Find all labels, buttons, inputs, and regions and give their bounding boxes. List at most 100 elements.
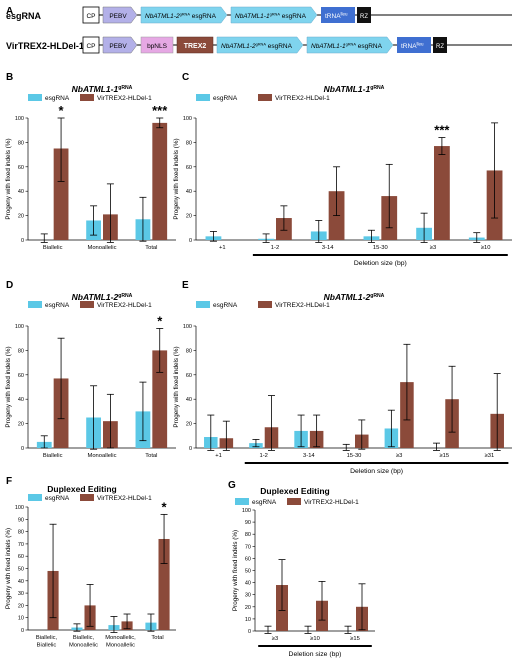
- legend: esgRNA VirTREX2-HLDel-1: [196, 301, 330, 309]
- x-tick-label: +1: [219, 245, 226, 251]
- legend: esgRNA VirTREX2-HLDel-1: [28, 94, 152, 102]
- x-tick-label: 1-2: [271, 245, 279, 251]
- y-tick-label: 20: [18, 422, 24, 428]
- legend-label-virtrex2: VirTREX2-HLDel-1: [304, 499, 359, 506]
- y-tick-label: 40: [18, 189, 24, 195]
- chart-title: NbATML1-1gRNA: [324, 84, 385, 94]
- y-tick-label: 30: [245, 593, 251, 599]
- y-tick-label: 100: [15, 505, 24, 511]
- legend-swatch-esgrna: [196, 94, 210, 101]
- legend-label-esgrna: esgRNA: [252, 499, 277, 506]
- x-tick-label: ≥31: [485, 453, 495, 459]
- panel-label: D: [6, 280, 13, 291]
- y-tick-label: 0: [248, 629, 251, 635]
- text-italic-part: NbATML1-1: [235, 13, 270, 20]
- legend-swatch-virtrex2: [258, 94, 272, 101]
- x-tick-label: ≥10: [481, 245, 491, 251]
- legend-label-virtrex2: VirTREX2-HLDel-1: [275, 302, 330, 309]
- legend-swatch-esgrna: [28, 94, 42, 101]
- trna-box: [321, 7, 355, 23]
- legend: esgRNA VirTREX2-HLDel-1: [28, 494, 152, 502]
- legend-label-virtrex2: VirTREX2-HLDel-1: [97, 302, 152, 309]
- x-tick-label: ≥15: [439, 453, 449, 459]
- legend-swatch-virtrex2: [287, 498, 301, 505]
- y-tick-label: 0: [21, 446, 24, 452]
- y-tick-label: 50: [18, 567, 24, 573]
- legend: esgRNA VirTREX2-HLDel-1: [28, 301, 152, 309]
- x-tick-label: Total: [151, 635, 163, 641]
- cp-box: [82, 36, 100, 54]
- y-tick-label: 40: [186, 397, 192, 403]
- y-tick-label: 80: [18, 348, 24, 354]
- legend-swatch-esgrna: [28, 301, 42, 308]
- rz-box: [433, 37, 447, 53]
- x-tick-label: 1-2: [260, 453, 268, 459]
- y-tick-label: 80: [186, 140, 192, 146]
- trna-box: [397, 37, 431, 53]
- x-tick-label: Biallelic: [43, 453, 63, 459]
- cp-label: CP: [86, 13, 95, 20]
- legend: esgRNA VirTREX2-HLDel-1: [235, 498, 359, 506]
- y-axis-label: Progeny with fixed indels (%): [173, 346, 180, 427]
- significance-marker: ***: [152, 103, 168, 118]
- y-tick-label: 10: [245, 617, 251, 623]
- legend-swatch-esgrna: [235, 498, 249, 505]
- bpnls-box: [140, 36, 174, 54]
- text-italic-part: NbATML1-2: [145, 13, 180, 20]
- grna-b-label: NbATML1-1gRNA esgRNA: [235, 12, 307, 20]
- y-tick-label: 50: [245, 569, 251, 575]
- x-tick-label: ≥3: [396, 453, 402, 459]
- x-tick-label: 15-30: [373, 245, 388, 251]
- y-axis-label: Progeny with fixed indels (%): [173, 138, 180, 219]
- rz-box: [357, 7, 371, 23]
- y-tick-label: 100: [183, 116, 192, 122]
- x-tick-label: Monoallelic,: [105, 635, 136, 641]
- trna-label-main: tRNA: [401, 43, 417, 50]
- text-suffix: esgRNA: [266, 43, 293, 50]
- legend-swatch-virtrex2: [80, 494, 94, 501]
- y-tick-label: 40: [18, 397, 24, 403]
- x-tick-label: Total: [145, 453, 157, 459]
- y-tick-label: 100: [183, 324, 192, 330]
- legend-swatch-virtrex2: [258, 301, 272, 308]
- y-tick-label: 70: [18, 542, 24, 548]
- y-tick-label: 60: [18, 554, 24, 560]
- grna-a-label: NbATML1-2gRNA esgRNA: [221, 42, 293, 50]
- text-superscript: gRNA: [346, 42, 357, 47]
- y-tick-label: 20: [18, 214, 24, 220]
- x-tick-label: Monoallelic: [106, 643, 135, 649]
- bar-virtrex2: [158, 538, 170, 630]
- y-tick-label: 80: [18, 530, 24, 536]
- legend-label-virtrex2: VirTREX2-HLDel-1: [97, 495, 152, 502]
- x-tick-label: ≥3: [272, 636, 278, 642]
- x-tick-label: +1: [215, 453, 222, 459]
- pebv-promoter: [102, 36, 138, 54]
- y-tick-label: 60: [18, 373, 24, 379]
- deletion-label: Deletion size (bp): [350, 468, 403, 475]
- significance-marker: *: [162, 499, 168, 514]
- y-tick-label: 100: [242, 508, 251, 514]
- text-italic-part: NbATML1-1: [324, 84, 371, 94]
- y-axis-label: Progeny with fixed indels (%): [232, 530, 239, 611]
- x-tick-label: 15-30: [347, 453, 362, 459]
- y-tick-label: 60: [186, 373, 192, 379]
- legend-swatch-virtrex2: [80, 94, 94, 101]
- x-tick-label: 3-14: [322, 245, 334, 251]
- text-suffix: esgRNA: [190, 13, 217, 20]
- deletion-label: Deletion size (bp): [354, 260, 407, 267]
- legend-label-esgrna: esgRNA: [213, 302, 238, 309]
- rz-label: RZ: [360, 14, 368, 20]
- text-superscript: gRNA: [180, 12, 191, 17]
- bar-virtrex2: [152, 122, 168, 240]
- chart-title: NbATML1-1gRNA: [72, 84, 133, 94]
- y-tick-label: 40: [186, 189, 192, 195]
- bar-virtrex2: [53, 148, 69, 240]
- text-italic-part: NbATML1-2: [72, 292, 119, 302]
- y-tick-label: 90: [18, 517, 24, 523]
- x-tick-label: Total: [145, 245, 157, 251]
- trna-label: tRNAlleu: [325, 12, 348, 21]
- legend-label-virtrex2: VirTREX2-HLDel-1: [275, 95, 330, 102]
- panel-label: E: [182, 280, 189, 291]
